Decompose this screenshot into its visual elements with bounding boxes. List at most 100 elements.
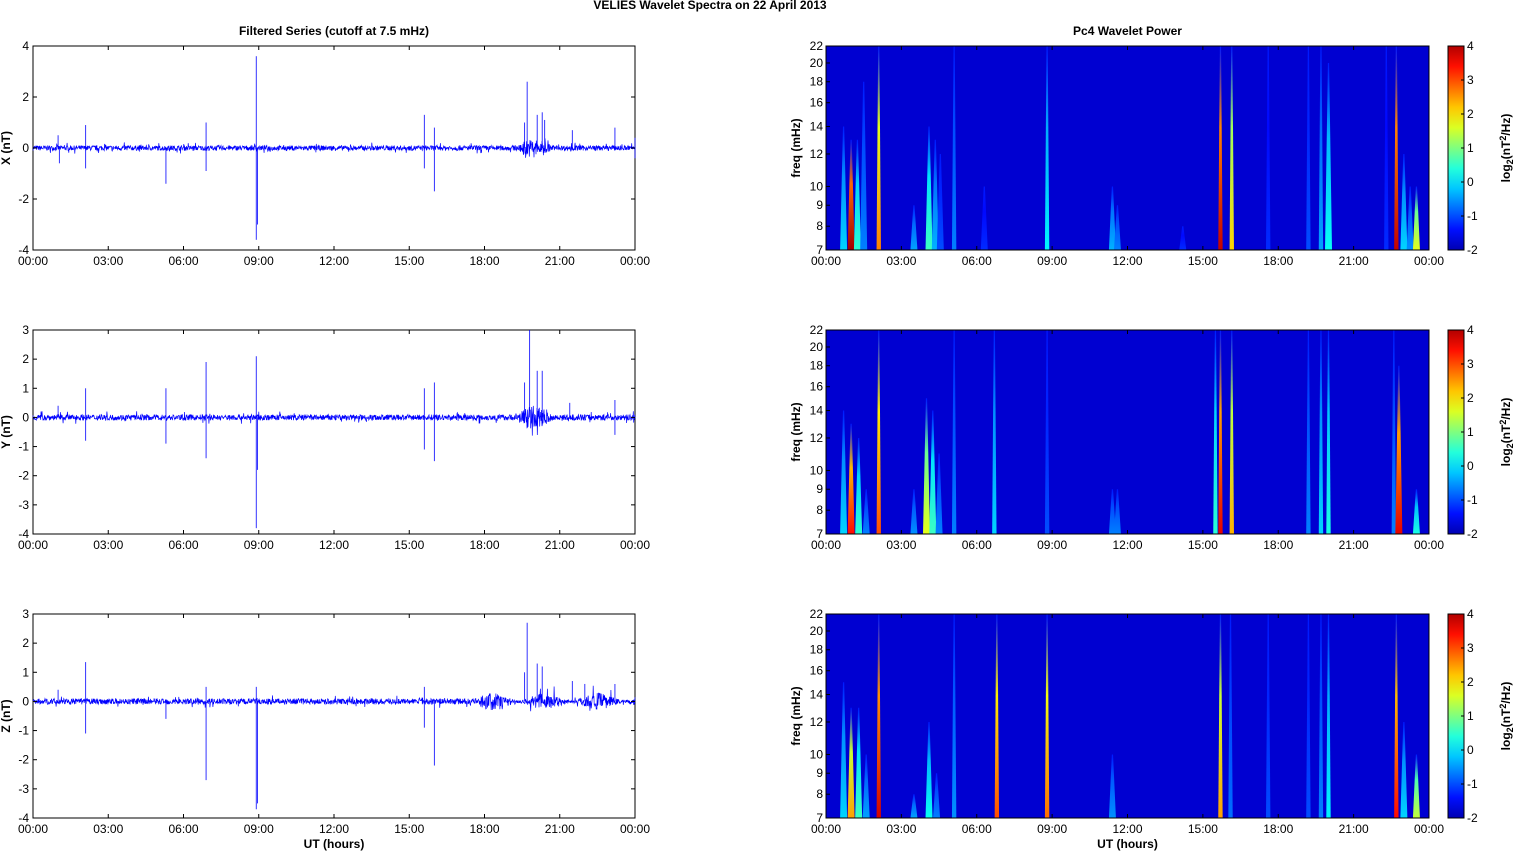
wavelet-power-streak (876, 330, 881, 534)
x-axis-label: UT (hours) (1097, 837, 1158, 851)
wavelet-power-streak (1325, 62, 1332, 250)
x-tick-label: 09:00 (244, 822, 274, 836)
plot-area (32, 329, 636, 535)
colorbar-tick-label: 3 (1467, 357, 1474, 371)
colorbar-tick-label: 4 (1467, 607, 1474, 621)
x-tick-label: 09:00 (244, 254, 274, 268)
colorbar-label: log2(nT2/Hz) (1498, 398, 1515, 467)
y-tick-label: 14 (810, 688, 824, 702)
x-tick-label: 00:00 (18, 254, 48, 268)
panel-title: Filtered Series (cutoff at 7.5 mHz) (239, 24, 429, 38)
y-tick-label: -1 (18, 724, 29, 738)
panel-title: Pc4 Wavelet Power (1073, 24, 1182, 38)
wavelet-power-streak (1400, 153, 1408, 250)
wavelet-power-streak (1406, 186, 1414, 250)
x-tick-label: 03:00 (93, 254, 123, 268)
wavelet-power-streak (1395, 365, 1403, 534)
y-tick-label: 14 (810, 120, 824, 134)
x-tick-label: 15:00 (1188, 254, 1218, 268)
x-tick-label: 15:00 (394, 538, 424, 552)
y-axis-label: X (nT) (0, 131, 13, 165)
y-tick-label: 18 (810, 643, 824, 657)
spectrogram-background (826, 614, 1429, 818)
y-tick-label: -3 (18, 498, 29, 512)
x-tick-label: 06:00 (168, 254, 198, 268)
y-tick-label: 9 (816, 198, 823, 212)
y-tick-label: 18 (810, 359, 824, 373)
y-tick-label: 18 (810, 75, 824, 89)
y-tick-label: 0 (22, 410, 29, 424)
x-tick-label: 09:00 (1037, 822, 1067, 836)
x-tick-label: 18:00 (469, 822, 499, 836)
colorbar-tick-label: 1 (1467, 141, 1474, 155)
colorbar-tick-label: -1 (1467, 777, 1478, 791)
wavelet-power-streak (853, 139, 861, 250)
wavelet-power-streak (1412, 489, 1420, 534)
x-tick-label: 03:00 (93, 538, 123, 552)
y-tick-label: 20 (810, 340, 824, 354)
wavelet-power-streak (1326, 614, 1331, 818)
colorbar-tick-label: 3 (1467, 73, 1474, 87)
series-line (32, 138, 636, 158)
y-tick-label: 16 (810, 380, 824, 394)
spectrogram-background (826, 46, 1429, 250)
wavelet-power-streak (992, 330, 997, 534)
colorbar-tick-label: 2 (1467, 107, 1474, 121)
wavelet-power-streak (936, 153, 944, 250)
wavelet-power-streak (1213, 330, 1218, 534)
y-tick-label: 0 (22, 694, 29, 708)
y-tick-label: 8 (816, 787, 823, 801)
x-tick-label: 12:00 (319, 822, 349, 836)
x-tick-label: 21:00 (1339, 254, 1369, 268)
y-tick-label: -2 (18, 753, 29, 767)
y-tick-label: 7 (816, 811, 823, 825)
y-tick-label: 7 (816, 243, 823, 257)
x-tick-label: 00:00 (18, 822, 48, 836)
y-tick-label: 3 (22, 323, 29, 337)
x-tick-label: 00:00 (18, 538, 48, 552)
wavelet-power-streak (1318, 614, 1324, 818)
wavelet-power-streak (840, 682, 848, 818)
colorbar-tick-label: -1 (1467, 493, 1478, 507)
wavelet-power-streak (1391, 330, 1397, 534)
colorbar-tick-label: -1 (1467, 209, 1478, 223)
x-tick-label: 15:00 (394, 822, 424, 836)
y-tick-label: 10 (810, 179, 824, 193)
timeseries-panel-2: -4 -3 -2 -1 0 1 2 3 00:00 03:00 06:00 09:00 12:00 15:… (0, 323, 650, 552)
wavelet-power-streak (951, 330, 957, 534)
wavelet-power-streak (1326, 330, 1331, 534)
wavelet-power-streak (860, 81, 868, 250)
wavelet-power-streak (925, 721, 933, 818)
wavelet-power-streak (1218, 46, 1223, 250)
y-tick-label: 7 (816, 527, 823, 541)
x-tick-label: 03:00 (93, 822, 123, 836)
colorbar-tick-label: 2 (1467, 391, 1474, 405)
y-tick-label: 20 (810, 624, 824, 638)
x-tick-label: 12:00 (1112, 254, 1142, 268)
wavelet-power-streak (951, 614, 957, 818)
y-tick-label: -4 (18, 811, 29, 825)
x-tick-label: 00:00 (1414, 822, 1444, 836)
wavelet-power-streak (840, 126, 848, 250)
x-tick-label: 18:00 (1263, 254, 1293, 268)
x-tick-label: 00:00 (811, 822, 841, 836)
y-tick-label: 8 (816, 219, 823, 233)
wavelet-power-streak (980, 186, 988, 250)
colorbar-tick-label: 0 (1467, 175, 1474, 189)
wavelet-power-streak (1400, 721, 1408, 818)
x-tick-label: 06:00 (168, 822, 198, 836)
figure-title: VELIES Wavelet Spectra on 22 April 2013 (593, 0, 827, 12)
wavelet-power-streak (1044, 614, 1050, 818)
y-tick-label: -4 (18, 243, 29, 257)
x-tick-label: 18:00 (1263, 822, 1293, 836)
wavelet-power-streak (1228, 614, 1233, 818)
y-axis-label: Z (nT) (0, 699, 13, 732)
x-tick-label: 15:00 (394, 254, 424, 268)
wavelet-power-streak (1318, 46, 1324, 250)
x-tick-label: 00:00 (1414, 254, 1444, 268)
y-tick-label: 12 (810, 431, 824, 445)
y-tick-label: -4 (18, 527, 29, 541)
